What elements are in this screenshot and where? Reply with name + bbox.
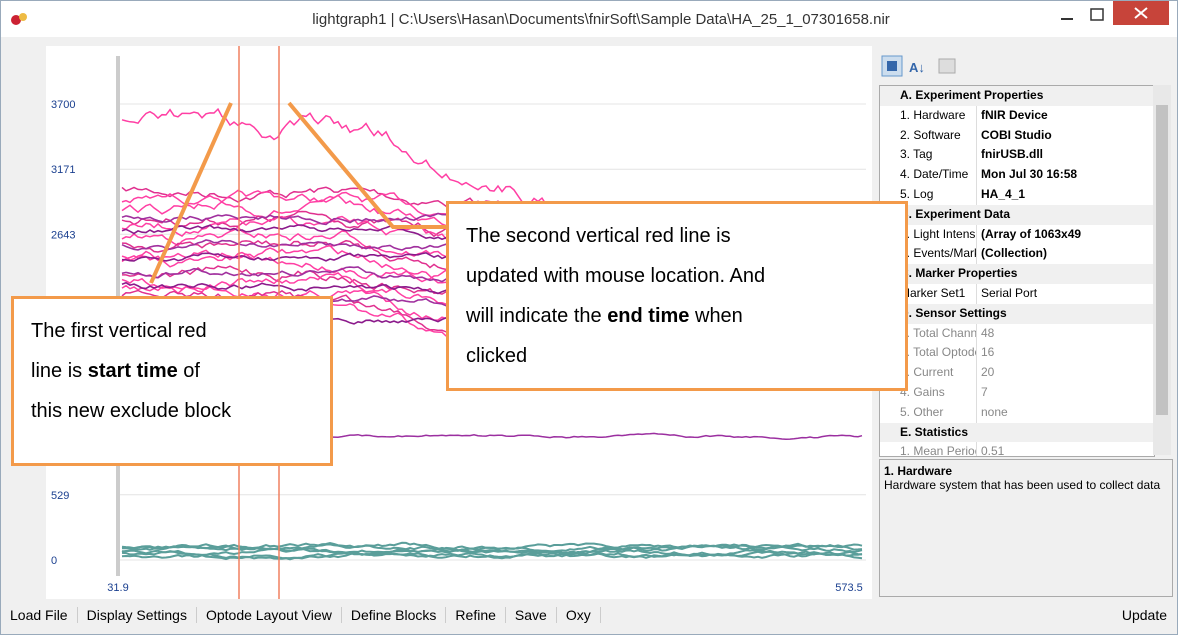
y-tick-label: 3700 — [51, 99, 75, 111]
window-title: lightgraph1 | C:\Users\Hasan\Documents\f… — [312, 11, 890, 28]
property-name: 3. Tag — [880, 145, 977, 166]
callout-line: clicked — [466, 336, 888, 376]
property-value: (Array of 1063x49 — [981, 226, 1082, 241]
property-row: 3. Tag fnirUSB.dll — [880, 145, 1154, 166]
section-header: C. Marker Properties — [880, 264, 1154, 284]
property-row: 2. Software COBI Studio — [880, 125, 1154, 146]
callout-line: The first vertical red — [31, 311, 313, 351]
callout-text: updated with mouse location. And — [466, 265, 766, 287]
property-value: 0.51 — [981, 444, 1005, 457]
property-row: 5. Log HA_4_1 — [880, 184, 1154, 205]
property-row: 1. Total Channe 48 — [880, 323, 1154, 344]
toolbar-button[interactable]: Oxy — [557, 607, 601, 623]
toolbar-button[interactable]: Save — [506, 607, 557, 623]
property-name: 2. Software — [880, 125, 977, 146]
scrollbar[interactable] — [1153, 85, 1171, 455]
property-value: Serial Port — [981, 285, 1038, 300]
callout-line: will indicate the end time when — [466, 296, 888, 336]
callout-text: line is — [31, 360, 88, 382]
property-name: 3. Current — [880, 363, 977, 383]
property-name: 1. Total Channe — [880, 323, 977, 344]
property-name: 1. Mean Period — [880, 442, 977, 456]
property-row: 4. Gains 7 — [880, 382, 1154, 403]
toolbar-button[interactable]: Display Settings — [78, 607, 197, 623]
property-name: 4. Gains — [880, 382, 977, 403]
window-buttons[interactable] — [1051, 1, 1177, 31]
property-value: 7 — [981, 384, 988, 399]
x-tick-label: 573.5 — [835, 582, 863, 594]
property-name: 4. Date/Time — [880, 165, 977, 185]
app-icon — [11, 13, 27, 25]
toolbar-button[interactable]: Define Blocks — [342, 607, 447, 623]
description-text: Hardware system that has been used to co… — [884, 478, 1161, 492]
toolbar-button[interactable]: Refine — [446, 607, 506, 623]
property-name: 5. Log — [880, 184, 977, 205]
callout: The first vertical red line is start time… — [11, 296, 333, 466]
callout-text: end time — [607, 305, 690, 327]
property-value: none — [981, 404, 1008, 419]
property-row: 1. Mean Period 0.51 — [880, 442, 1154, 457]
callout-line: updated with mouse location. And — [466, 256, 888, 296]
section-header: B. Experiment Data — [880, 204, 1154, 225]
property-row: 1. Light Intensity (Array of 1063x49 — [880, 224, 1154, 245]
x-tick-label: 31.9 — [107, 582, 128, 594]
callout-line: line is start time of — [31, 351, 313, 391]
property-value: Mon Jul 30 16:58 — [981, 167, 1078, 182]
callout-text: this new exclude block — [31, 400, 232, 422]
callout: The second vertical red line is updated w… — [446, 201, 908, 391]
property-name: 2. Events/Marke — [880, 244, 977, 265]
callout-text: clicked — [466, 345, 528, 367]
callout-text: start time — [87, 360, 178, 382]
section-header: A. Experiment Properties — [880, 86, 1154, 106]
property-value: fnirUSB.dll — [981, 147, 1043, 162]
property-name: 2. Total Optode — [880, 343, 977, 364]
callout-text: The second vertical red line is — [466, 225, 731, 247]
signal-trace — [121, 550, 863, 561]
section-header: D. Sensor Settings — [880, 303, 1154, 324]
toolbar-button[interactable]: Optode Layout View — [197, 607, 342, 623]
title-bar: lightgraph1 | C:\Users\Hasan\Documents\f… — [1, 1, 1177, 37]
section-header: E. Statistics — [880, 422, 1154, 443]
property-row: 2. Events/Marke (Collection) — [880, 244, 1154, 265]
callout-line: The second vertical red line is — [466, 216, 888, 256]
property-grid[interactable]: A. Experiment Properties 1. Hardware fNIR … — [879, 85, 1155, 457]
property-value: (Collection) — [981, 246, 1047, 261]
property-row: 4. Date/Time Mon Jul 30 16:58 — [880, 165, 1154, 185]
description-title: 1. Hardware — [884, 464, 953, 478]
callout-text: The first vertical red — [31, 320, 207, 342]
callout-text: of — [177, 360, 200, 382]
callout-text: when — [689, 305, 743, 327]
svg-text:A↓: A↓ — [909, 60, 925, 75]
description-panel: 1. Hardware Hardware system that has bee… — [879, 459, 1173, 597]
property-name: 1. Hardware — [880, 105, 977, 126]
y-tick-label: 529 — [51, 490, 69, 502]
property-value: 48 — [981, 325, 995, 340]
bottom-toolbar: Load File Display Settings Optode Layout V… — [1, 601, 1177, 629]
signal-trace — [121, 547, 863, 557]
property-name: Marker Set1 — [880, 283, 977, 304]
y-tick-label: 3171 — [51, 164, 75, 176]
property-value: 20 — [981, 365, 995, 380]
y-tick-label: 2643 — [51, 229, 75, 241]
property-row: Marker Set1 Serial Port — [880, 283, 1154, 304]
property-value: COBI Studio — [981, 127, 1052, 142]
toolbar-button[interactable]: Update — [1121, 607, 1167, 623]
property-value: HA_4_1 — [981, 186, 1026, 201]
callout-text: will indicate the — [466, 305, 608, 327]
grid-toolbar[interactable]: A↓ — [879, 53, 979, 81]
property-row: 1. Hardware fNIR Device — [880, 105, 1154, 126]
toolbar-button[interactable]: Load File — [1, 607, 78, 623]
callout-line: this new exclude block — [31, 391, 313, 431]
y-tick-label: 0 — [51, 555, 57, 567]
property-row: 3. Current 20 — [880, 363, 1154, 383]
property-row: 2. Total Optode 16 — [880, 343, 1154, 364]
property-name: 5. Other — [880, 402, 977, 423]
property-row: 5. Other none — [880, 402, 1154, 423]
property-name: 1. Light Intensity — [880, 224, 977, 245]
property-value: fNIR Device — [981, 107, 1048, 122]
property-value: 16 — [981, 345, 995, 360]
